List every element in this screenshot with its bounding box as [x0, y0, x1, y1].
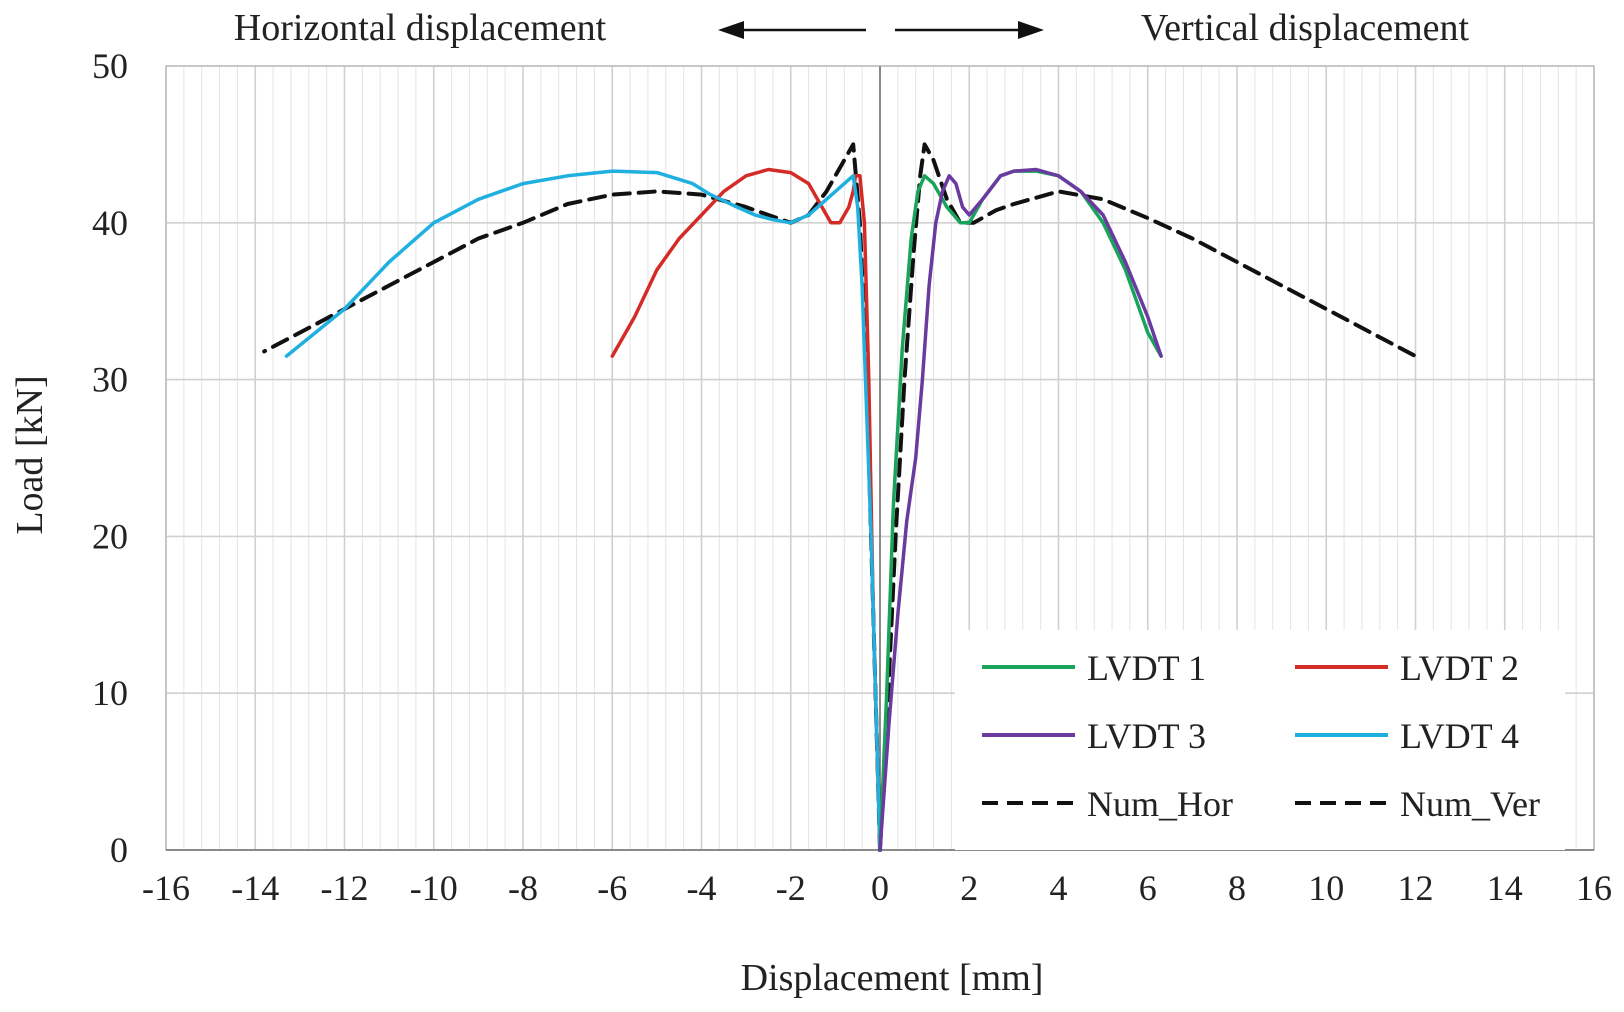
legend-label-lvdt-3: LVDT 3	[1087, 716, 1206, 756]
series-lvdt-4	[284, 169, 882, 852]
series-num-ver	[878, 142, 1418, 852]
legend-label-num-ver: Num_Ver	[1400, 784, 1540, 824]
y-tick-label: 10	[92, 673, 128, 713]
x-tick-label: -10	[410, 868, 458, 908]
series-lvdt-2	[610, 167, 882, 852]
legend-label-lvdt-1: LVDT 1	[1087, 648, 1206, 688]
right-arrow	[895, 21, 1044, 39]
series-lines	[262, 142, 1418, 852]
x-tick-label: 6	[1139, 868, 1157, 908]
x-tick-label: -2	[776, 868, 806, 908]
y-axis-title: Load [kN]	[9, 375, 51, 534]
series-lvdt-1	[878, 169, 1163, 852]
tick-labels: -16 -14 -12 -10 -8 -6 -4 -2 0 2 4 6 8 10 12 14 16 0 10 20 30…	[92, 46, 1612, 908]
horizontal-displacement-label: Horizontal displacement	[234, 7, 607, 49]
legend: LVDT 1 LVDT 2 LVDT 3 LVDT 4 Num_Hor Num_…	[955, 630, 1565, 850]
y-tick-label: 50	[92, 46, 128, 86]
y-tick-label: 0	[110, 830, 128, 870]
x-tick-label: -12	[321, 868, 369, 908]
left-arrow	[718, 21, 866, 39]
series-num-hor	[262, 142, 882, 852]
x-tick-label: 0	[871, 868, 889, 908]
x-axis-title: Displacement [mm]	[741, 957, 1044, 999]
x-tick-label: 12	[1398, 868, 1434, 908]
x-tick-label: 16	[1576, 868, 1612, 908]
series-lvdt-3	[878, 167, 1163, 852]
x-tick-label: 2	[960, 868, 978, 908]
x-tick-label: 8	[1228, 868, 1246, 908]
legend-label-lvdt-4: LVDT 4	[1400, 716, 1519, 756]
x-tick-label: 14	[1487, 868, 1523, 908]
legend-label-num-hor: Num_Hor	[1087, 784, 1233, 824]
x-tick-label: -4	[687, 868, 717, 908]
vertical-displacement-label: Vertical displacement	[1141, 7, 1470, 49]
x-tick-label: -14	[231, 868, 279, 908]
y-tick-label: 40	[92, 203, 128, 243]
x-tick-label: -16	[142, 868, 190, 908]
x-tick-label: -6	[597, 868, 627, 908]
x-tick-label: 10	[1308, 868, 1344, 908]
y-tick-label: 30	[92, 360, 128, 400]
legend-label-lvdt-2: LVDT 2	[1400, 648, 1519, 688]
x-tick-label: 4	[1050, 868, 1068, 908]
y-tick-label: 20	[92, 516, 128, 556]
x-tick-label: -8	[508, 868, 538, 908]
